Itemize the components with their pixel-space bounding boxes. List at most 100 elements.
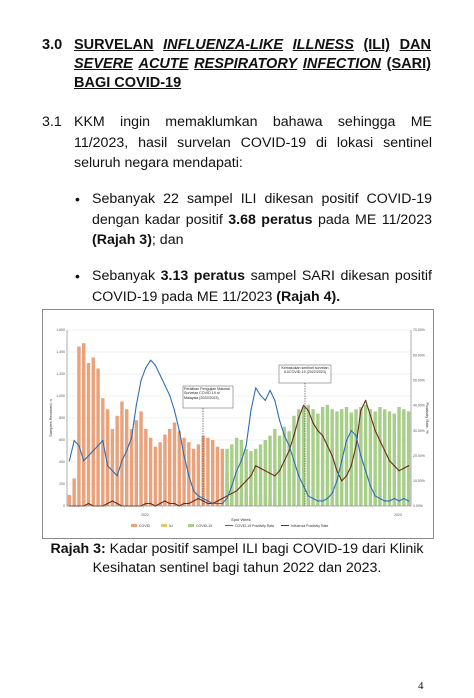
series-covid-rate-point — [288, 445, 290, 447]
bullet-text: pada ME 11/2023 — [312, 211, 432, 228]
series-covid-rate-point — [207, 500, 209, 502]
series-flu-rate-point — [312, 422, 314, 424]
series-covid-rate-point — [135, 404, 137, 407]
y2-tick-label: 20.00% — [413, 454, 425, 458]
series-covid-rate-point — [188, 475, 190, 477]
bullet-item-1: Sebanyak 22 sampel ILI dikesan positif C… — [92, 189, 432, 251]
legend-label: COVID — [139, 524, 151, 528]
bullet-bold: (Rajah 4). — [276, 288, 341, 305]
title-word: SEVERE — [74, 56, 133, 72]
series-covid-rate-point — [216, 502, 219, 505]
series-flu-rate-point — [298, 417, 300, 419]
series-covid-rate-point — [355, 435, 357, 437]
series-covid-rate-point — [250, 409, 252, 412]
title-word: INFECTION — [302, 56, 381, 72]
x-group-label: 2023 — [394, 513, 402, 517]
series-covid-rate-point — [274, 399, 276, 401]
section-title-line-3: BAGI COVID-19 — [74, 75, 182, 91]
section-title-line-1: SURVELAN INFLUENZA-LIKE ILLNESS (ILI) DA… — [74, 36, 431, 55]
series-covid-rate-point — [111, 470, 113, 472]
annotation-text: Peralihan Pengujian Makmal Survelan COVI… — [184, 387, 230, 400]
section-title-line-2: SEVERE ACUTE RESPIRATORY INFECTION (SARI… — [74, 55, 431, 74]
series-flu-rate-point — [326, 445, 328, 447]
series-flu-rate-point — [341, 480, 343, 482]
bar-covid19 — [387, 411, 392, 506]
series-flu-rate-point — [374, 429, 376, 432]
series-covid-rate-point — [312, 497, 314, 500]
title-word: SURVELAN — [74, 37, 154, 53]
bar-covid19 — [363, 404, 368, 506]
bullet-text: Sebanyak — [92, 268, 161, 284]
legend-swatch-covid19 — [188, 524, 194, 527]
series-covid-rate-point — [374, 495, 376, 497]
series-covid-rate-point — [68, 460, 70, 462]
series-covid-rate-point — [107, 465, 109, 467]
series-covid-rate-point — [164, 384, 166, 386]
series-flu-rate-point — [355, 445, 357, 447]
series-covid-rate-point — [240, 460, 242, 462]
bar-covid — [148, 437, 153, 506]
bar-covid19 — [354, 409, 358, 506]
series-covid-rate-point — [159, 374, 161, 376]
series-covid-rate-point — [393, 497, 395, 500]
title-word: ILLNESS — [292, 37, 354, 53]
series-covid-rate-point — [302, 485, 305, 487]
title-word: (SARI) — [386, 56, 431, 72]
legend-swatch-ili — [161, 524, 167, 527]
y-tick-label: 200 — [59, 482, 65, 486]
title-word: ACUTE — [138, 56, 189, 72]
series-flu-rate-point — [283, 460, 285, 462]
bar-covid — [82, 343, 86, 506]
series-covid-rate — [68, 359, 409, 505]
series-flu-rate-point — [279, 470, 281, 472]
legend-label: Influenza Positivity Rate — [291, 524, 328, 528]
bar-covid — [77, 346, 81, 506]
series-covid-rate-point — [150, 359, 152, 361]
chart-axes: 0 200 400 600 800 1,000 1,200 1,400 1,600 0.00% 10… — [56, 328, 425, 508]
y2-axis-label: Positivity Rate, % — [425, 402, 430, 434]
section-number: 3.0 — [42, 37, 63, 53]
bar-covid19 — [282, 426, 287, 506]
x-axis-label: Epid Week — [231, 517, 250, 522]
bar-covid19 — [349, 412, 353, 506]
bar-covid19 — [249, 451, 253, 506]
bar-covid — [96, 368, 100, 506]
bar-covid19 — [340, 409, 344, 506]
bar-covid19 — [306, 404, 310, 506]
series-covid-rate-point — [212, 502, 214, 505]
series-flu-rate-point — [293, 435, 295, 437]
series-flu-rate-point — [365, 399, 367, 401]
series-covid-rate-point — [236, 470, 238, 472]
bar-covid19 — [406, 411, 411, 506]
bar-covid19 — [258, 444, 263, 506]
series-covid-rate-point — [245, 445, 247, 447]
series-covid-rate-point — [388, 500, 391, 502]
series-covid-rate-point — [317, 500, 319, 502]
legend-label: COVID-19 Positivity Rate — [235, 524, 274, 528]
bar-covid — [177, 431, 181, 506]
series-covid-rate-point — [83, 460, 85, 462]
legend-label: ILI — [169, 524, 173, 528]
series-flu-rate-point — [87, 502, 90, 505]
bar-covid19 — [254, 448, 258, 506]
series-flu-rate-point — [350, 465, 352, 467]
series-flu-rate-point — [336, 470, 338, 472]
bar-covid19 — [225, 448, 229, 506]
figure-chart: 0 200 400 600 800 1,000 1,200 1,400 1,600 0.00% 10… — [42, 309, 434, 539]
chart-lines — [68, 359, 410, 507]
series-covid-rate-point — [97, 445, 99, 447]
series-covid-rate-point — [78, 445, 80, 447]
series-flu-rate-point — [302, 404, 305, 407]
series-flu-rate-point — [255, 465, 257, 467]
series-covid-rate-point — [116, 475, 118, 477]
title-word: RESPIRATORY — [194, 56, 298, 72]
bullet-bold: 3.13 peratus — [160, 268, 246, 284]
chart-grid — [67, 329, 411, 507]
y2-tick-label: 40.00% — [413, 404, 425, 408]
series-flu-rate-point — [188, 502, 190, 505]
subsection-number: 3.1 — [42, 114, 62, 130]
bar-covid — [220, 448, 224, 506]
series-flu-rate-point — [259, 467, 262, 469]
series-covid-rate-point — [87, 455, 90, 457]
caption-label: Rajah 3: — [50, 541, 106, 557]
